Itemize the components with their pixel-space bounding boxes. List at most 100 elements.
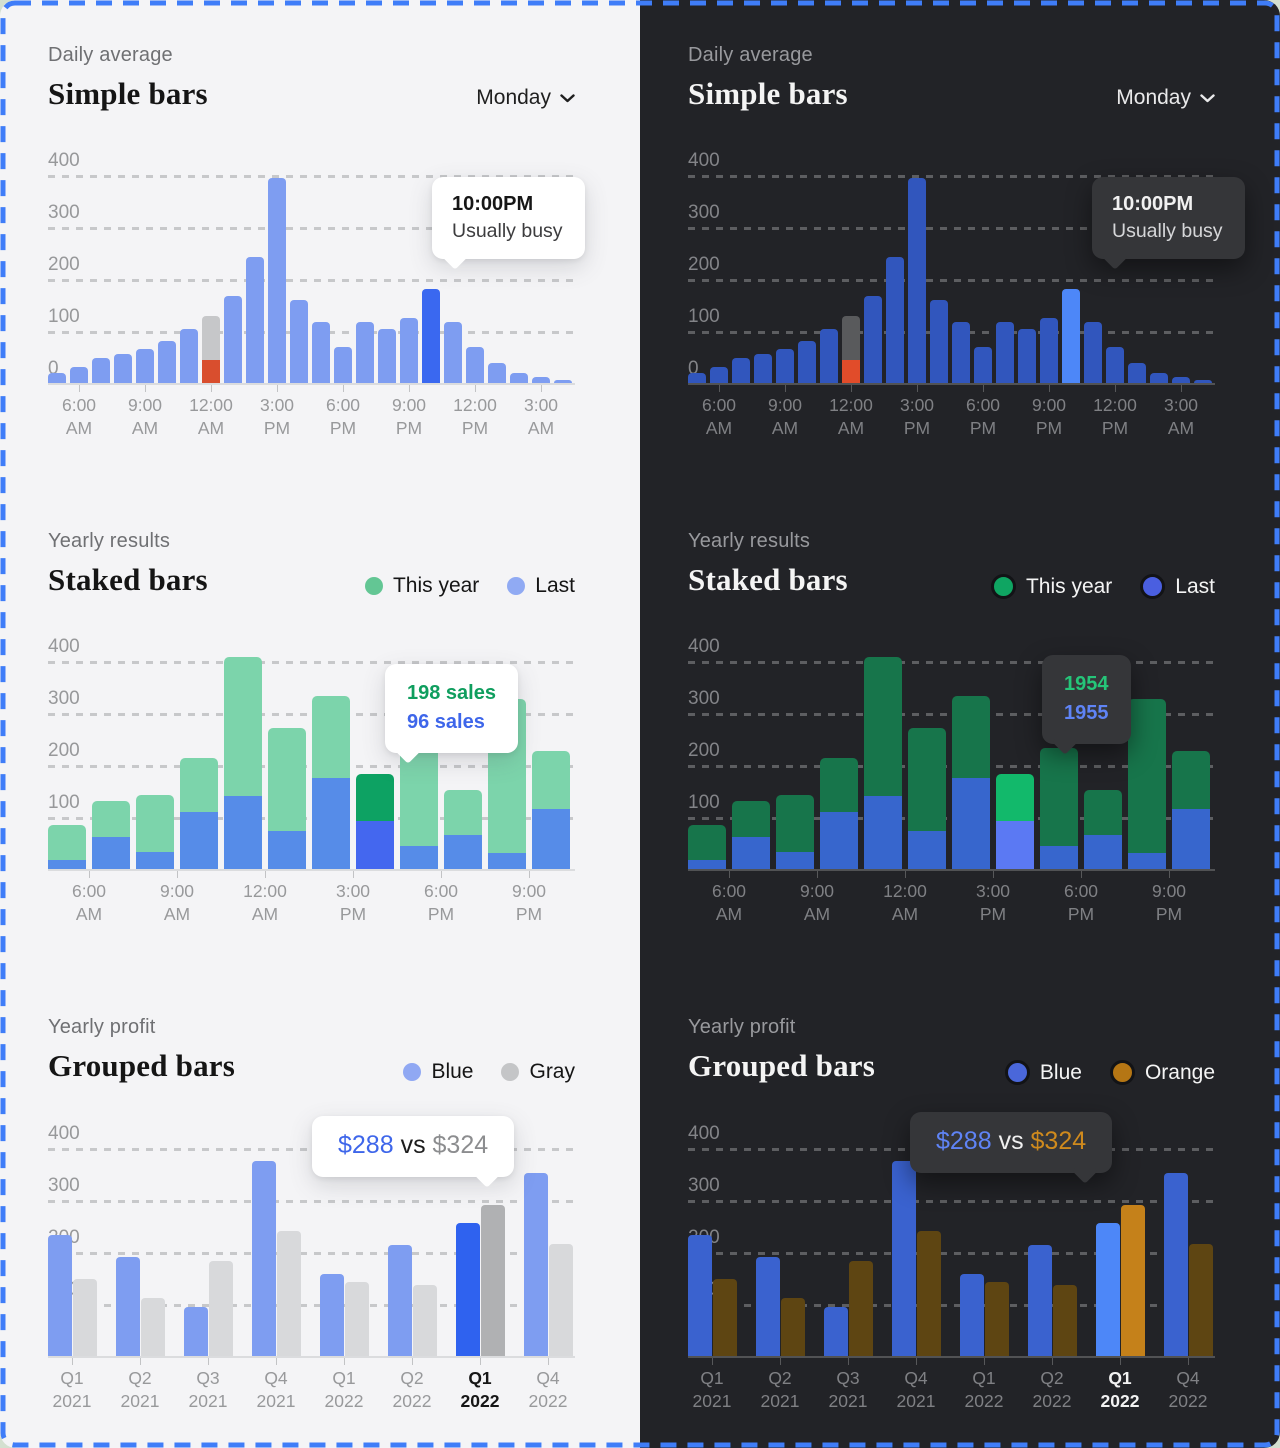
stacked-bars-legend-item-last[interactable]: Last (1140, 574, 1215, 599)
grouped-bar-blue[interactable] (116, 1257, 140, 1356)
simple-bar[interactable] (92, 357, 110, 383)
day-selector-dropdown[interactable]: Monday (476, 86, 575, 110)
stacked-bar-last[interactable] (732, 836, 770, 869)
grouped-bar-second[interactable] (985, 1282, 1009, 1356)
simple-bar[interactable] (70, 367, 88, 383)
simple-bar[interactable] (1084, 321, 1102, 383)
grouped-bars-legend-item-blue[interactable]: Blue (1004, 1060, 1082, 1085)
simple-bar[interactable] (158, 340, 176, 383)
grouped-bars-legend-item-second[interactable]: Gray (501, 1060, 575, 1084)
grouped-bar-blue[interactable] (252, 1161, 276, 1356)
simple-bar-red-segment[interactable] (202, 360, 220, 383)
simple-bar[interactable] (554, 379, 572, 383)
grouped-bar-blue[interactable] (320, 1273, 344, 1356)
grouped-bar-second[interactable] (1053, 1284, 1077, 1356)
grouped-bar-second[interactable] (209, 1260, 233, 1356)
stacked-bar-last[interactable] (488, 853, 526, 869)
stacked-bar-thisyear-highlighted[interactable] (996, 774, 1034, 822)
simple-bar-gray-segment[interactable] (842, 316, 860, 361)
grouped-bar-second[interactable] (141, 1297, 165, 1356)
simple-bar[interactable] (864, 296, 882, 383)
simple-bar-red-segment[interactable] (842, 360, 860, 383)
simple-bar[interactable] (400, 318, 418, 383)
simple-bar[interactable] (798, 340, 816, 383)
simple-bar[interactable] (48, 372, 66, 383)
simple-bar[interactable] (290, 300, 308, 383)
grouped-bar-second[interactable] (413, 1284, 437, 1356)
grouped-bars-legend-item-blue[interactable]: Blue (403, 1060, 473, 1084)
grouped-bar-blue[interactable] (756, 1257, 780, 1356)
stacked-bar-last[interactable] (1128, 853, 1166, 869)
grouped-bars-legend-item-second[interactable]: Orange (1109, 1060, 1215, 1085)
simple-bar[interactable] (974, 346, 992, 383)
simple-bar-gray-segment[interactable] (202, 316, 220, 361)
simple-bar[interactable] (1040, 318, 1058, 383)
grouped-bar-second[interactable] (849, 1260, 873, 1356)
stacked-bar-last[interactable] (444, 834, 482, 869)
simple-bar[interactable] (820, 328, 838, 383)
stacked-bar-last[interactable] (136, 852, 174, 869)
grouped-bar-second[interactable] (549, 1244, 573, 1356)
stacked-bar-thisyear-highlighted[interactable] (356, 774, 394, 822)
stacked-bar-thisyear[interactable] (776, 794, 814, 853)
simple-bar[interactable] (688, 372, 706, 383)
grouped-bar-blue[interactable] (1164, 1172, 1188, 1356)
stacked-bar-last[interactable] (400, 846, 438, 869)
stacked-bar-thisyear[interactable] (1172, 750, 1210, 810)
simple-bar[interactable] (952, 321, 970, 383)
simple-bar[interactable] (312, 321, 330, 383)
stacked-bar-thisyear[interactable] (732, 800, 770, 837)
stacked-bar-last-highlighted[interactable] (996, 821, 1034, 869)
simple-bar[interactable] (510, 372, 528, 383)
stacked-bar-last[interactable] (48, 859, 86, 869)
stacked-bar-thisyear[interactable] (136, 794, 174, 853)
simple-bar[interactable] (1150, 372, 1168, 383)
stacked-bar-last[interactable] (532, 809, 570, 869)
simple-bar[interactable] (776, 349, 794, 383)
grouped-bar-blue[interactable] (1028, 1244, 1052, 1356)
simple-bar[interactable] (356, 321, 374, 383)
simple-bar[interactable] (754, 353, 772, 383)
grouped-bar-second-highlighted[interactable] (1121, 1205, 1145, 1356)
stacked-bar-last[interactable] (864, 795, 902, 869)
stacked-bar-thisyear[interactable] (864, 657, 902, 796)
stacked-bar-last[interactable] (268, 831, 306, 869)
simple-bar[interactable] (488, 362, 506, 383)
simple-bar[interactable] (246, 256, 264, 383)
simple-bar[interactable] (930, 300, 948, 383)
grouped-bar-blue[interactable] (524, 1172, 548, 1356)
simple-bar[interactable] (710, 367, 728, 383)
simple-bar[interactable] (114, 353, 132, 383)
grouped-bar-second[interactable] (345, 1282, 369, 1356)
stacked-bar-thisyear[interactable] (444, 789, 482, 835)
stacked-bar-last[interactable] (224, 795, 262, 869)
stacked-bar-thisyear[interactable] (1084, 789, 1122, 835)
stacked-bars-legend-item-this-year[interactable]: This year (990, 574, 1112, 599)
grouped-bar-blue[interactable] (824, 1306, 848, 1356)
grouped-bar-second-highlighted[interactable] (481, 1205, 505, 1356)
simple-bar[interactable] (444, 321, 462, 383)
simple-bar[interactable] (908, 177, 926, 383)
stacked-bar-last[interactable] (820, 811, 858, 869)
simple-bar[interactable] (996, 321, 1014, 383)
grouped-bar-second[interactable] (1189, 1244, 1213, 1356)
simple-bar[interactable] (732, 357, 750, 383)
stacked-bars-legend-item-last[interactable]: Last (507, 574, 575, 598)
grouped-bar-second[interactable] (277, 1231, 301, 1356)
stacked-bar-thisyear[interactable] (820, 758, 858, 812)
grouped-bar-blue-highlighted[interactable] (1096, 1222, 1120, 1356)
stacked-bar-last[interactable] (952, 778, 990, 869)
simple-bar[interactable] (1018, 328, 1036, 383)
stacked-bar-thisyear[interactable] (268, 728, 306, 832)
stacked-bar-last-highlighted[interactable] (356, 821, 394, 869)
simple-bar-highlighted[interactable] (1062, 289, 1080, 383)
simple-bar[interactable] (378, 328, 396, 383)
simple-bar[interactable] (886, 256, 904, 383)
stacked-bar-thisyear[interactable] (48, 824, 86, 860)
stacked-bar-thisyear[interactable] (224, 657, 262, 796)
simple-bar[interactable] (136, 349, 154, 383)
stacked-bars-legend-item-this-year[interactable]: This year (364, 574, 479, 598)
grouped-bar-second[interactable] (917, 1231, 941, 1356)
stacked-bar-thisyear[interactable] (92, 800, 130, 837)
stacked-bar-thisyear[interactable] (1040, 748, 1078, 847)
